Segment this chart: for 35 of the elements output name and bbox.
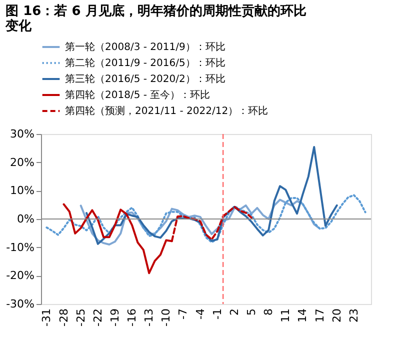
y-tick-label: 30% [10,128,34,140]
legend-label: 第二轮（2011/9 - 2016/5）：环比 [65,57,226,69]
line-series [86,146,338,245]
y-tick-label: -30% [6,298,34,310]
x-tick-label: 8 [262,308,276,316]
x-tick-label: 2 [228,308,241,316]
x-tick-label: 17 [313,308,326,322]
x-tick-label: 20 [330,308,344,322]
x-tick-label: -22 [91,308,104,326]
chart-title: 图 16：若 6 月见底，明年猪价的周期性贡献的环比变化 [4,3,306,34]
x-tick-label: 5 [245,308,258,316]
x-tick-label: 14 [296,308,310,322]
x-tick-label: -16 [126,308,139,326]
x-tick-label: -19 [108,308,122,326]
x-tick-label: -10 [160,308,173,326]
x-tick-label: -13 [142,308,156,326]
x-tick-label: -1 [210,308,224,320]
y-tick-label: 0% [17,212,34,226]
legend-label: 第一轮（2008/3 - 2011/9）：环比 [65,41,226,53]
y-tick-label: 10% [10,184,34,198]
x-tick-label: -7 [176,308,190,320]
line-series [46,194,366,244]
x-tick-label: 23 [347,308,360,322]
x-tick-label: -31 [40,308,54,326]
legend-label: 第四轮（预测，2021/11 - 2022/12）：环比 [65,105,268,117]
x-tick-label: -4 [194,308,207,320]
line-series [80,198,321,246]
legend-label: 第三轮（2016/5 - 2020/2）：环比 [65,73,226,85]
x-tick-label: -25 [74,308,88,326]
y-tick-label: -20% [6,269,34,282]
x-tick-label: -28 [57,308,70,326]
y-tick-label: 20% [10,156,34,169]
x-tick-label: 11 [279,308,292,322]
y-tick-label: -10% [6,240,34,254]
legend-label: 第四轮（2018/5 - 至今）：环比 [65,89,210,101]
